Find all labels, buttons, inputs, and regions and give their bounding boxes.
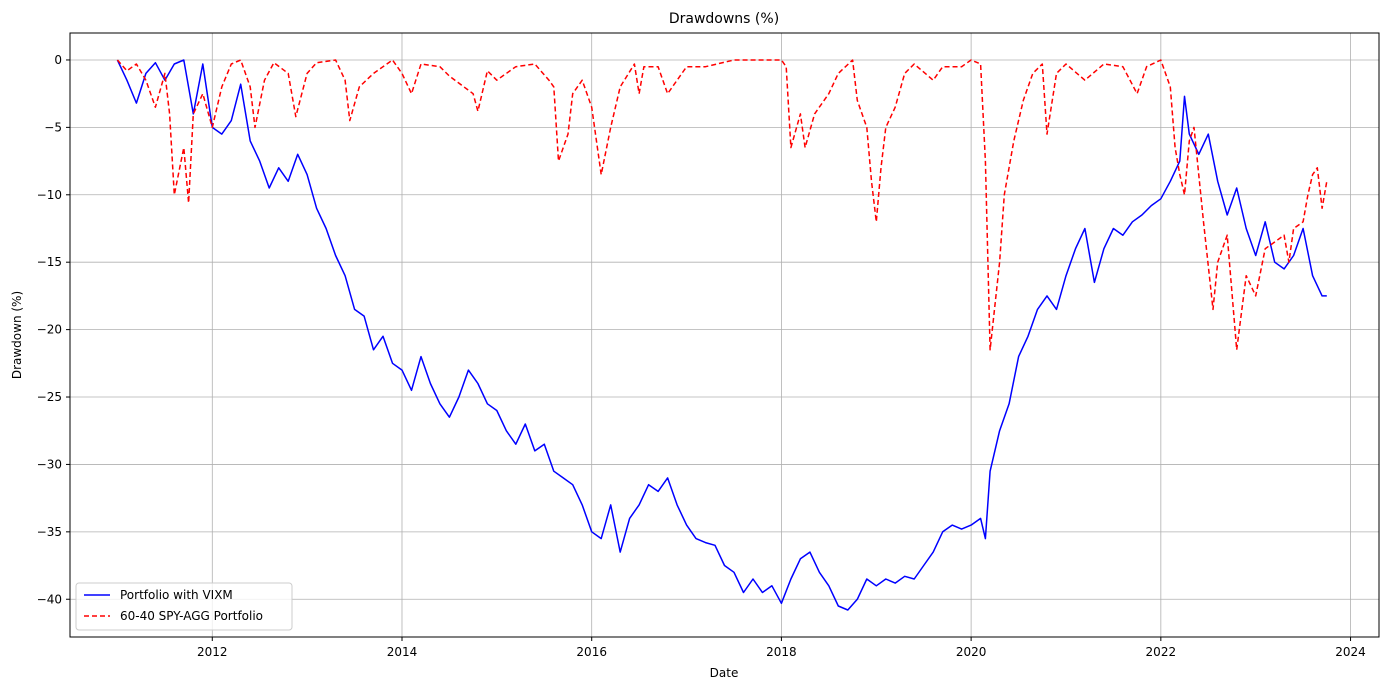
y-axis-label: Drawdown (%): [10, 291, 24, 379]
y-tick-label: −20: [37, 323, 62, 337]
y-tick-label: −10: [37, 188, 62, 202]
y-tick-label: −40: [37, 592, 62, 606]
y-tick-label: −5: [44, 120, 62, 134]
x-tick-label: 2020: [956, 645, 987, 659]
y-tick-label: −25: [37, 390, 62, 404]
grid-lines: [70, 33, 1379, 637]
x-tick-label: 2018: [766, 645, 797, 659]
axis-ticks: 2012 2014 2016 2018 2020 2022 2024 0 −5 −10 −15 −20…: [37, 53, 1366, 659]
x-axis-label: Date: [710, 666, 739, 680]
legend-label-6040: 60-40 SPY-AGG Portfolio: [120, 609, 263, 623]
x-tick-label: 2014: [387, 645, 418, 659]
x-tick-label: 2022: [1146, 645, 1177, 659]
x-tick-label: 2024: [1335, 645, 1366, 659]
series-line-1: [116, 59, 1328, 351]
legend-label-vixm: Portfolio with VIXM: [120, 588, 233, 602]
plot-lines: [116, 59, 1328, 611]
series-line-0: [116, 59, 1327, 611]
plot-frame: [69, 32, 1380, 638]
y-tick-label: −30: [37, 457, 62, 471]
x-tick-label: 2012: [197, 645, 228, 659]
y-tick-label: −35: [37, 525, 62, 539]
y-tick-label: −15: [37, 255, 62, 269]
legend-box: [75, 582, 293, 631]
x-tick-label: 2016: [576, 645, 607, 659]
y-tick-label: 0: [54, 53, 62, 67]
chart-title: Drawdowns (%): [669, 11, 779, 27]
legend: Portfolio with VIXM 60-40 SPY-AGG Portfo…: [75, 582, 293, 631]
